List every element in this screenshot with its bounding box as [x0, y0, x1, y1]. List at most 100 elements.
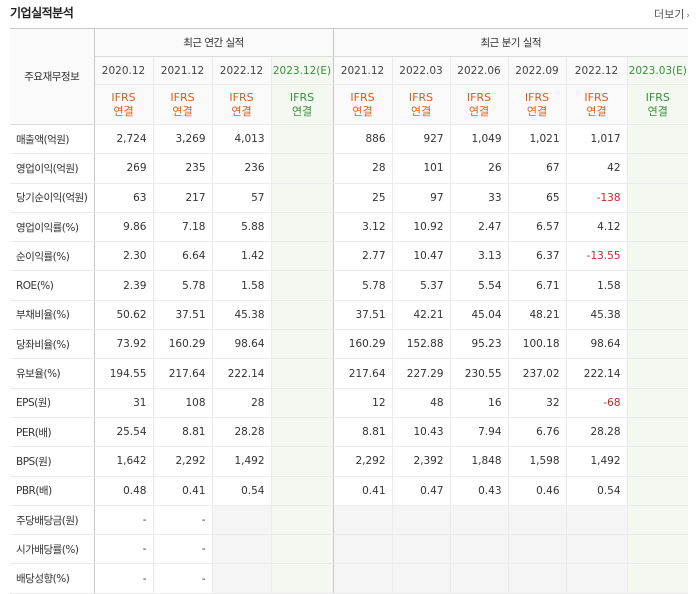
metric-value: 2.30 [93, 241, 153, 272]
metric-value: - [93, 534, 153, 565]
metric-value [270, 153, 334, 184]
metric-value: 5.78 [332, 270, 393, 301]
metric-value: 5.88 [211, 211, 271, 243]
metric-value: 152.88 [391, 329, 451, 360]
metric-value: 1,021 [507, 124, 567, 155]
metric-value: 2.47 [449, 211, 509, 243]
metric-value: - [152, 534, 212, 565]
metric-value [565, 534, 628, 565]
metric-value: 9.86 [93, 211, 153, 243]
metric-value [270, 476, 334, 506]
metric-value: 26 [449, 153, 509, 184]
metric-value [270, 563, 334, 594]
metric-value [507, 563, 567, 594]
metric-value: 100.18 [507, 329, 567, 360]
metric-value: - [152, 563, 212, 594]
metric-value [270, 358, 334, 389]
metric-value [270, 329, 334, 360]
metric-value: 97 [391, 183, 451, 213]
metric-value: 73.92 [93, 329, 153, 360]
metric-value: 1,017 [565, 124, 628, 155]
metric-value: 1,049 [449, 124, 509, 155]
period-header: 2022.03 [391, 56, 451, 85]
metric-value: 7.94 [449, 417, 509, 448]
period-header: 2021.12 [332, 56, 393, 85]
metric-label: 부채비율(%) [10, 299, 95, 331]
metric-value [332, 534, 393, 565]
more-link[interactable]: 더보기 › [654, 6, 690, 22]
metric-value: 2,392 [391, 446, 451, 477]
metric-value: 1.58 [565, 270, 628, 301]
metric-value: 6.37 [507, 241, 567, 272]
metric-value [391, 563, 451, 594]
table-row: ROE(%) 2.39 5.78 1.58 5.78 5.37 5.54 6.71 1.58 [10, 270, 689, 301]
metric-value: 42 [565, 153, 628, 184]
metric-value: 1,642 [93, 446, 153, 477]
metric-value: 217 [152, 183, 212, 213]
metric-value [626, 563, 689, 594]
quarter-group-header: 최근 분기 실적 [332, 28, 689, 57]
table-row: 당좌비율(%) 73.92 160.29 98.64 160.29 152.88 95.23… [10, 329, 689, 360]
period-header: 2022.12 [211, 56, 271, 85]
metric-value [391, 534, 451, 565]
metric-value: 32 [507, 387, 567, 418]
annual-group-header: 최근 연간 실적 [94, 28, 334, 57]
metric-value: 57 [211, 183, 271, 213]
metric-value: 3.13 [449, 241, 509, 272]
metric-value [449, 534, 509, 565]
table-row: PER(배) 25.54 8.81 28.28 8.81 10.43 7.94 6.76 28.… [10, 417, 689, 448]
period-header: 2022.09 [507, 56, 567, 85]
accounting-basis-label: IFRS 연결 [93, 84, 153, 125]
metric-label: 유보율(%) [10, 358, 95, 389]
metric-value [332, 504, 393, 536]
metric-value: - [93, 504, 153, 536]
metric-value: 4.12 [565, 211, 628, 243]
basis-scope: 연결 [291, 104, 313, 118]
metric-value: 95.23 [449, 329, 509, 360]
metric-value [270, 211, 334, 243]
basis-standard: IFRS [111, 90, 136, 104]
metric-value [270, 504, 334, 536]
metric-value: 5.78 [152, 270, 212, 301]
accounting-basis-label: IFRS 연결 [152, 84, 212, 125]
metric-value: 65 [507, 183, 567, 213]
table-row: 영업이익률(%) 9.86 7.18 5.88 3.12 10.92 2.47 6.57 4.1… [10, 211, 689, 243]
metric-value: 237.02 [507, 358, 567, 389]
metric-value [449, 563, 509, 594]
basis-scope: 연결 [468, 104, 490, 118]
metric-value [626, 476, 689, 506]
metric-value: 269 [93, 153, 153, 184]
metric-value [270, 387, 334, 418]
metric-value: 45.38 [211, 299, 271, 331]
accounting-basis-label: IFRS 연결 [449, 84, 509, 125]
metric-value [211, 563, 271, 594]
metric-value: 28 [332, 153, 393, 184]
metric-value: 1.58 [211, 270, 271, 301]
metric-value [565, 504, 628, 536]
metric-value [211, 504, 271, 536]
table-row: 주당배당금(원) - - [10, 504, 689, 536]
metric-value: 2.77 [332, 241, 393, 272]
metric-value: 48 [391, 387, 451, 418]
metric-value [565, 563, 628, 594]
metric-value: 230.55 [449, 358, 509, 389]
period-header: 2021.12 [152, 56, 212, 85]
metric-value: 6.57 [507, 211, 567, 243]
metric-value: 12 [332, 387, 393, 418]
metric-value: 927 [391, 124, 451, 155]
basis-scope: 연결 [586, 104, 607, 118]
metric-value: 1,598 [507, 446, 567, 477]
metric-value: 28.28 [565, 417, 628, 448]
metric-value: 160.29 [152, 329, 212, 360]
basis-standard: IFRS [645, 90, 670, 104]
metric-value [626, 417, 689, 448]
chevron-right-icon: › [686, 11, 690, 21]
basis-standard: IFRS [466, 90, 492, 104]
basis-scope: 연결 [410, 104, 432, 118]
table-row: 배당성향(%) - - [10, 563, 689, 594]
metric-value: 10.47 [391, 241, 451, 272]
metric-value: 101 [391, 153, 451, 184]
table-row: 영업이익(억원) 269 235 236 28 101 26 67 42 [10, 153, 689, 184]
row-header-label: 주요재무정보 [10, 28, 95, 125]
metric-value: 6.71 [507, 270, 567, 301]
